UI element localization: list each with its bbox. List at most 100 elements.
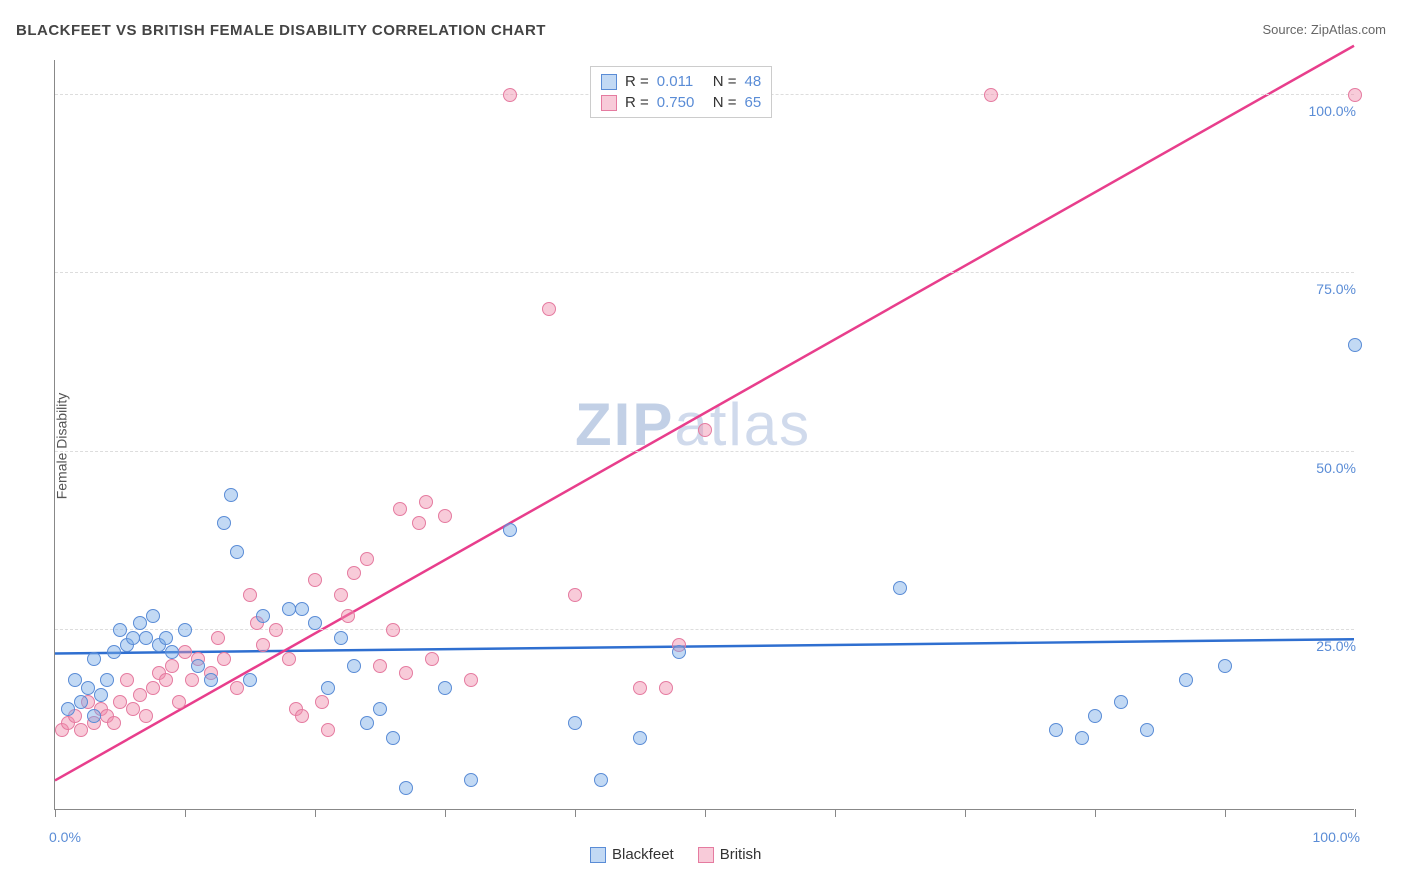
gridline: [55, 451, 1354, 452]
scatter-point-british: [243, 588, 257, 602]
legend-swatch: [601, 95, 617, 111]
scatter-point-blackfeet: [464, 773, 478, 787]
scatter-point-blackfeet: [1179, 673, 1193, 687]
scatter-point-blackfeet: [1218, 659, 1232, 673]
scatter-point-british: [185, 673, 199, 687]
scatter-point-british: [107, 716, 121, 730]
scatter-point-blackfeet: [133, 616, 147, 630]
legend-swatch: [698, 847, 714, 863]
x-tick-label-right: 100.0%: [1313, 829, 1360, 845]
scatter-point-british: [74, 723, 88, 737]
scatter-point-british: [230, 681, 244, 695]
scatter-point-blackfeet: [308, 616, 322, 630]
scatter-point-british: [568, 588, 582, 602]
scatter-point-blackfeet: [243, 673, 257, 687]
scatter-point-british: [211, 631, 225, 645]
scatter-point-british: [282, 652, 296, 666]
plot-area: ZIPatlas 25.0%50.0%75.0%100.0%0.0%100.0%: [54, 60, 1354, 810]
x-tick: [1355, 809, 1356, 817]
gridline: [55, 629, 1354, 630]
scatter-point-british: [321, 723, 335, 737]
y-tick-label: 25.0%: [1316, 638, 1356, 654]
scatter-point-blackfeet: [159, 631, 173, 645]
scatter-point-blackfeet: [282, 602, 296, 616]
legend-r-value: 0.750: [657, 94, 705, 111]
scatter-point-blackfeet: [146, 609, 160, 623]
scatter-point-british: [165, 659, 179, 673]
scatter-point-british: [347, 566, 361, 580]
legend-n-value: 65: [745, 94, 762, 111]
scatter-point-british: [159, 673, 173, 687]
scatter-point-blackfeet: [191, 659, 205, 673]
scatter-point-blackfeet: [295, 602, 309, 616]
scatter-point-blackfeet: [113, 623, 127, 637]
scatter-point-british: [315, 695, 329, 709]
legend-swatch: [590, 847, 606, 863]
x-tick-label-left: 0.0%: [49, 829, 81, 845]
scatter-point-british: [146, 681, 160, 695]
scatter-point-blackfeet: [126, 631, 140, 645]
scatter-point-blackfeet: [100, 673, 114, 687]
scatter-point-blackfeet: [360, 716, 374, 730]
scatter-point-blackfeet: [893, 581, 907, 595]
scatter-point-blackfeet: [399, 781, 413, 795]
legend-n-label: N =: [713, 94, 737, 111]
scatter-point-british: [178, 645, 192, 659]
y-tick-label: 75.0%: [1316, 281, 1356, 297]
scatter-point-british: [133, 688, 147, 702]
scatter-point-blackfeet: [594, 773, 608, 787]
legend-r-label: R =: [625, 94, 649, 111]
scatter-point-british: [698, 423, 712, 437]
scatter-point-blackfeet: [321, 681, 335, 695]
trend-line-blackfeet: [55, 639, 1354, 653]
scatter-point-blackfeet: [94, 688, 108, 702]
x-tick: [1225, 809, 1226, 817]
scatter-point-blackfeet: [373, 702, 387, 716]
scatter-point-blackfeet: [178, 623, 192, 637]
scatter-point-blackfeet: [1049, 723, 1063, 737]
scatter-point-british: [217, 652, 231, 666]
scatter-point-blackfeet: [217, 516, 231, 530]
scatter-point-blackfeet: [224, 488, 238, 502]
legend-item: British: [698, 846, 762, 863]
scatter-point-blackfeet: [386, 731, 400, 745]
scatter-point-british: [308, 573, 322, 587]
y-tick-label: 50.0%: [1316, 460, 1356, 476]
scatter-point-blackfeet: [633, 731, 647, 745]
legend-r-label: R =: [625, 73, 649, 90]
legend-label: British: [720, 846, 762, 863]
scatter-point-british: [393, 502, 407, 516]
trend-line-british: [55, 46, 1354, 781]
scatter-point-blackfeet: [68, 673, 82, 687]
x-tick: [835, 809, 836, 817]
scatter-point-british: [419, 495, 433, 509]
watermark-atlas: atlas: [674, 391, 811, 458]
scatter-point-british: [295, 709, 309, 723]
legend-item: Blackfeet: [590, 846, 674, 863]
chart-title: BLACKFEET VS BRITISH FEMALE DISABILITY C…: [16, 22, 546, 39]
scatter-point-british: [172, 695, 186, 709]
x-tick: [575, 809, 576, 817]
legend-swatch: [601, 74, 617, 90]
watermark: ZIPatlas: [575, 390, 811, 459]
scatter-point-blackfeet: [334, 631, 348, 645]
legend-n-value: 48: [745, 73, 762, 90]
x-tick: [965, 809, 966, 817]
scatter-point-british: [1348, 88, 1362, 102]
scatter-point-british: [126, 702, 140, 716]
scatter-point-british: [373, 659, 387, 673]
legend-stats-row: R = 0.750 N = 65: [601, 92, 761, 113]
scatter-point-blackfeet: [74, 695, 88, 709]
scatter-point-blackfeet: [87, 652, 101, 666]
scatter-point-blackfeet: [672, 645, 686, 659]
x-tick: [705, 809, 706, 817]
scatter-point-blackfeet: [1088, 709, 1102, 723]
scatter-point-british: [984, 88, 998, 102]
legend-series: Blackfeet British: [590, 846, 761, 863]
scatter-point-british: [334, 588, 348, 602]
scatter-point-british: [113, 695, 127, 709]
scatter-point-british: [633, 681, 647, 695]
scatter-point-british: [438, 509, 452, 523]
scatter-point-british: [256, 638, 270, 652]
source-attribution: Source: ZipAtlas.com: [1262, 22, 1386, 37]
